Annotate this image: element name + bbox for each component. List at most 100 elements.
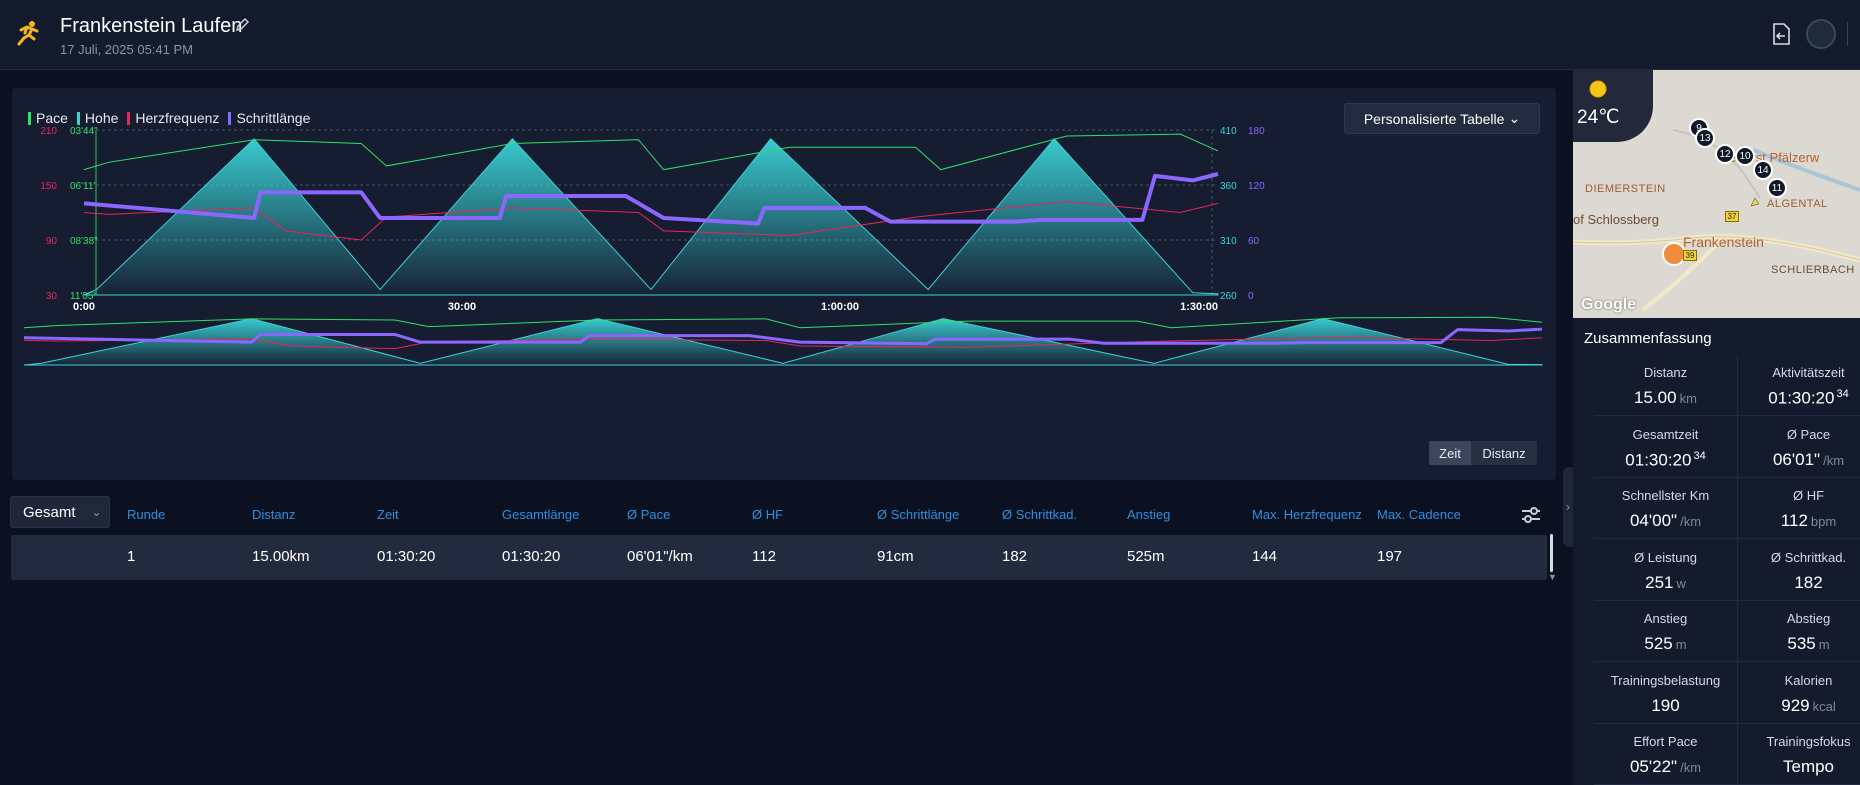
distance-toggle[interactable]: Distanz [1471, 441, 1537, 465]
stat-cell: Abstieg 535 m [1737, 601, 1860, 662]
stat-value-row: 05'22"/km [1594, 757, 1737, 777]
chart-panel: 210 150 90 30 03'44" 06'11" 08'38" 11'05" 410 360… [12, 88, 1556, 480]
table-cell: 91cm [877, 548, 914, 565]
personalized-table-select[interactable]: Personalisierte Tabelle ⌄ [1344, 103, 1540, 134]
stat-fraction: 34 [1836, 388, 1849, 400]
x-tick-label: 30:00 [448, 301, 476, 313]
hr-axis-label: 30 [46, 291, 58, 302]
hr-axis-label: 90 [46, 236, 58, 247]
stat-value-row: 06'01"/km [1737, 450, 1860, 470]
altitude-axis-label: 260 [1220, 291, 1237, 302]
activity-chart[interactable]: 210 150 90 30 03'44" 06'11" 08'38" 11'05" 410 360… [12, 88, 1556, 480]
collapse-panel-handle[interactable]: › [1563, 467, 1573, 547]
stat-cell: Ø Schrittkad. 182 [1737, 540, 1860, 601]
map-label-schlossberg: of Schlossberg [1573, 212, 1659, 227]
column-settings-icon[interactable] [1520, 505, 1542, 525]
restaurant-icon[interactable] [1662, 242, 1686, 266]
stride-axis-label: 180 [1248, 126, 1265, 137]
stat-label: Ø HF [1792, 488, 1825, 503]
stat-value: 190 [1651, 695, 1680, 715]
stat-label: Ø Leistung [1634, 549, 1697, 565]
stat-unit: kcal [1812, 698, 1836, 714]
legend-item[interactable]: Pace [28, 110, 68, 126]
stat-value-row: 112 bpm [1737, 511, 1860, 531]
summary-divider [1737, 355, 1738, 785]
export-icon[interactable] [1770, 22, 1792, 46]
column-header[interactable]: Ø HF [752, 507, 784, 522]
stat-cell: Kalorien 929 kcal [1737, 663, 1860, 724]
column-header[interactable]: Distanz [252, 507, 296, 522]
pace-axis-label: 08'38" [70, 236, 98, 247]
legend-item[interactable]: Schrittlänge [228, 110, 310, 126]
stat-value-row: 01:30:20 34 [1737, 388, 1860, 409]
stride-axis-label: 0 [1248, 291, 1254, 302]
stat-value-row: 15.00 km [1594, 388, 1737, 408]
edit-icon[interactable] [234, 17, 250, 33]
lap-marker[interactable]: 10 [1735, 146, 1755, 166]
table-select-label: Personalisierte Tabelle [1363, 110, 1505, 127]
column-header[interactable]: Ø Pace [627, 507, 671, 522]
chart-legend: Pace Hohe Herzfrequenz Schrittlänge [28, 110, 310, 126]
stat-value-row: 182 [1737, 573, 1860, 593]
activity-header: Frankenstein Laufen 17 Juli, 2025 05:41 … [0, 0, 1860, 70]
scroll-down-icon[interactable]: ▼ [1548, 572, 1557, 582]
legend-item[interactable]: Herzfrequenz [127, 110, 219, 126]
table-cell: 01:30:20 [377, 548, 436, 565]
column-header[interactable]: Ø Schrittkad. [1002, 507, 1078, 522]
stat-label: Gesamtzeit [1632, 426, 1699, 442]
stat-label: Ø Schrittkad. [1770, 549, 1847, 565]
google-logo: Google [1581, 296, 1637, 313]
lap-marker[interactable]: 14 [1753, 160, 1773, 180]
table-scrollbar[interactable] [1550, 534, 1553, 572]
stat-value: 01:30:20 [1625, 450, 1692, 470]
stat-cell: Anstieg 525 m [1594, 601, 1737, 662]
column-header[interactable]: Max. Cadence [1377, 507, 1461, 522]
stat-label: Distanz [1643, 365, 1688, 380]
running-icon [17, 21, 39, 46]
column-header[interactable]: Ø Schrittlänge [877, 507, 960, 522]
stat-unit: /km [1680, 514, 1702, 529]
legend-swatch [127, 111, 131, 125]
column-header[interactable]: Max. Herzfrequenz [1252, 507, 1362, 522]
column-header[interactable]: Runde [127, 507, 166, 522]
stride-axis-label: 120 [1248, 181, 1265, 192]
lap-filter-select[interactable]: Gesamt ⌄ [10, 496, 110, 528]
table-cell: 182 [1002, 548, 1028, 565]
header-divider [1847, 22, 1848, 46]
stat-label: Trainingsfokus [1766, 734, 1851, 749]
lap-marker[interactable]: 11 [1767, 178, 1787, 198]
stat-value-row: 01:30:20 34 [1594, 450, 1737, 471]
stat-value: 15.00 [1634, 388, 1677, 407]
table-row[interactable] [11, 535, 1547, 580]
time-toggle[interactable]: Zeit [1429, 441, 1471, 465]
legend-item[interactable]: Hohe [76, 110, 118, 126]
stat-value-row: 525 m [1594, 634, 1737, 654]
stat-value: 05'22" [1629, 757, 1678, 776]
stat-label: Aktivitätszeit [1772, 365, 1845, 380]
table-cell: 01:30:20 [502, 548, 561, 565]
stat-cell: Ø Leistung 251 w [1594, 540, 1737, 601]
column-header[interactable]: Gesamtlänge [502, 507, 580, 522]
table-cell: 525m [1127, 548, 1165, 565]
map-label-frankenstein: Frankenstein [1683, 234, 1764, 250]
column-header[interactable]: Zeit [377, 507, 399, 522]
lap-marker[interactable]: 12 [1715, 144, 1735, 164]
route-map[interactable]: 24℃ DIEMERSTEIN of Schlossberg Frankenst… [1573, 70, 1860, 318]
stat-value-row: 535 m [1737, 634, 1860, 654]
watch-avatar[interactable] [1806, 19, 1836, 49]
series-herzfrequenz [83, 200, 1219, 241]
altitude-axis-label: 360 [1220, 181, 1237, 192]
stat-unit: w [1676, 575, 1686, 591]
overview-series-pace [23, 316, 1543, 329]
stat-label: Trainingsbelastung [1610, 672, 1721, 688]
stat-value: 525 [1644, 634, 1673, 653]
map-background [1573, 129, 1860, 312]
legend-label: Schrittlänge [236, 110, 311, 126]
lap-marker[interactable]: 13 [1695, 128, 1715, 148]
activity-title: Frankenstein Laufen [60, 15, 243, 37]
series-hohe [83, 138, 1219, 296]
stat-label: Anstieg [1643, 611, 1688, 626]
stat-label: Kalorien [1784, 672, 1833, 688]
stat-cell: Trainingsbelastung 190 [1594, 663, 1737, 724]
column-header[interactable]: Anstieg [1127, 507, 1171, 522]
